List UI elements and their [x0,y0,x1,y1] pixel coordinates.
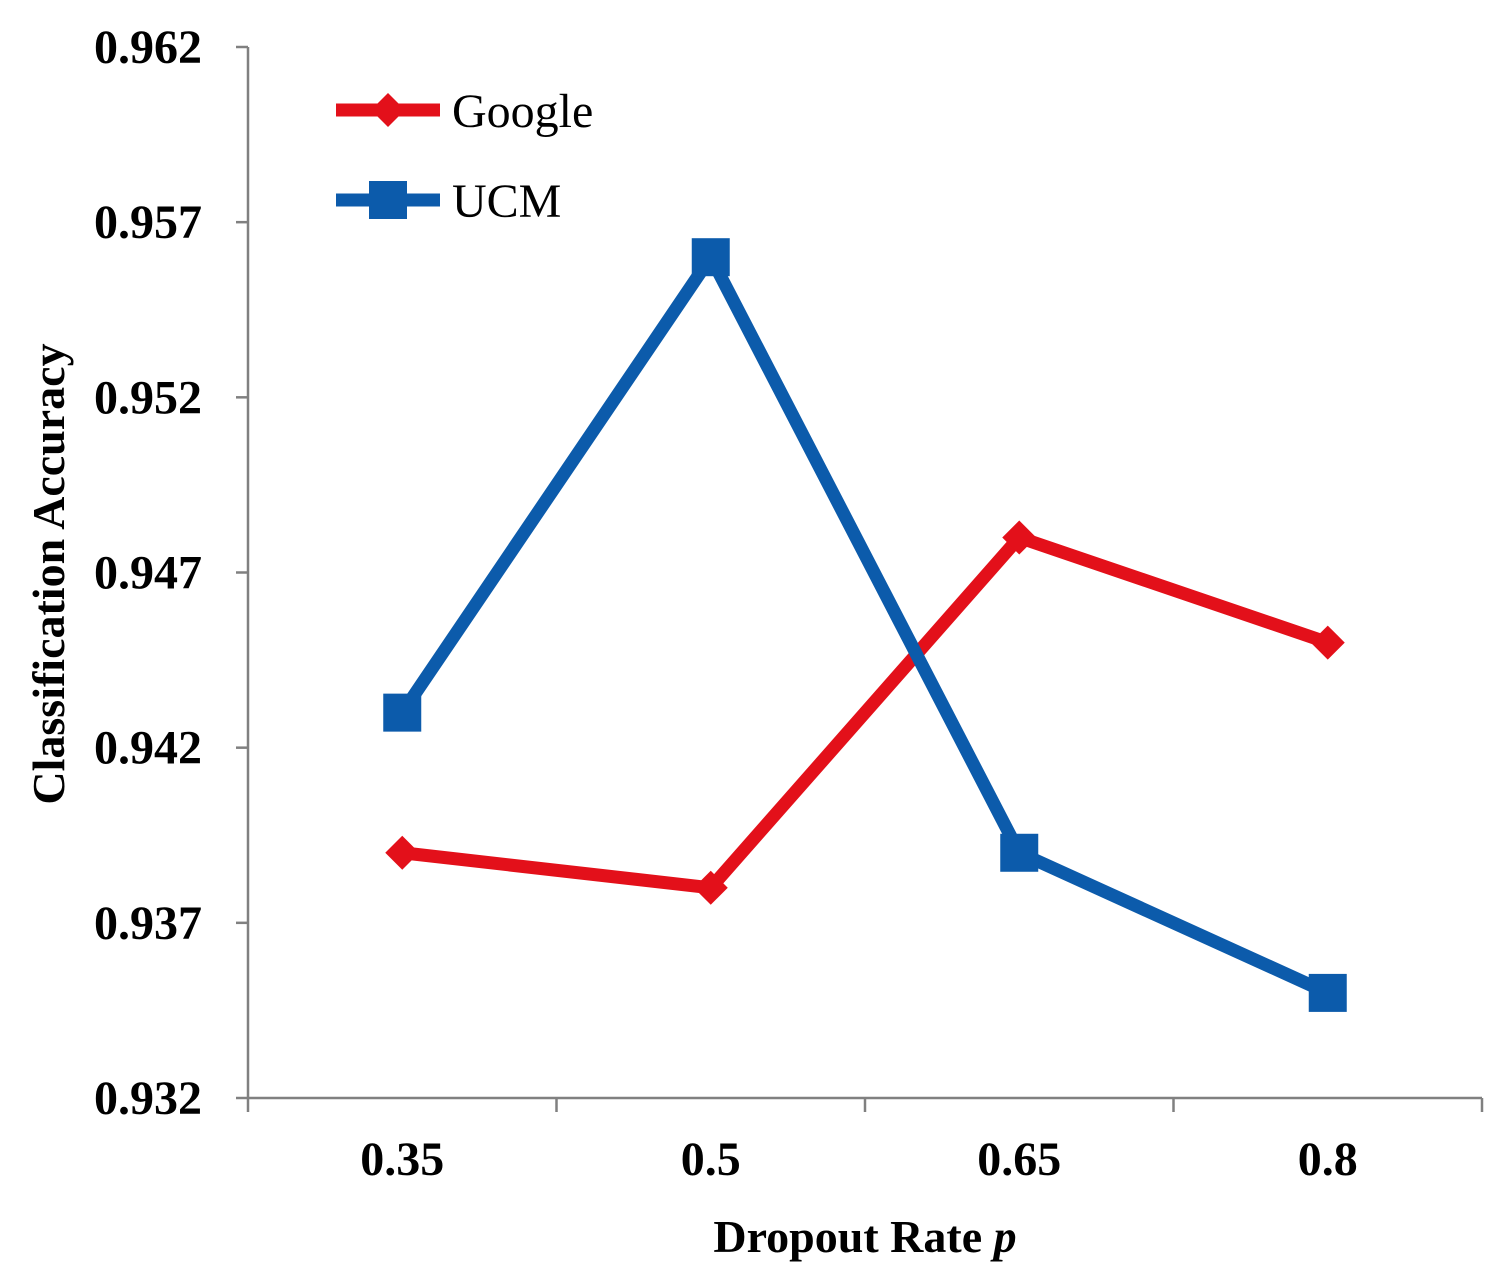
y-axis-title: Classification Accuracy [23,343,74,804]
series-google [385,520,1345,905]
y-tick-label: 0.947 [94,547,202,600]
data-point [1308,973,1347,1012]
y-tick-labels: 0.932 0.937 0.942 0.947 0.952 0.957 0.962 [94,21,202,1125]
legend-item-google: Google [336,85,593,138]
legend: Google UCM [336,85,593,228]
x-tick-label: 0.8 [1298,1133,1358,1186]
x-tick-label: 0.35 [360,1133,444,1186]
series-line [395,530,1335,895]
y-tick-label: 0.957 [94,196,202,249]
y-tick-label: 0.937 [94,897,202,950]
series-line [395,250,1335,1000]
legend-swatch-marker [369,181,407,219]
legend-item-ucm: UCM [336,175,561,228]
x-tick-labels: 0.35 0.5 0.65 0.8 [360,1133,1358,1186]
data-point [691,238,730,277]
data-point [1000,833,1039,872]
x-axis-title: Dropout Rate p [713,1211,1016,1262]
y-tick-label: 0.932 [94,1072,202,1125]
series-layer [383,238,1347,1012]
legend-label: UCM [452,175,561,228]
x-axis-ticks [246,1098,1484,1112]
legend-label: Google [452,85,593,138]
data-point [1002,520,1037,555]
y-tick-label: 0.952 [94,371,202,424]
y-axis-ticks [236,45,248,1100]
series-ucm [383,238,1347,1012]
x-tick-label: 0.5 [681,1133,741,1186]
data-point [693,870,728,905]
x-tick-label: 0.65 [977,1133,1061,1186]
data-point [385,835,420,870]
data-point [1310,625,1345,660]
y-tick-label: 0.962 [94,21,202,74]
y-tick-label: 0.942 [94,722,202,775]
data-point [383,693,422,732]
x-axis-title-variable: p [990,1211,1017,1262]
legend-swatch-marker [371,93,405,127]
axes [236,45,1484,1112]
